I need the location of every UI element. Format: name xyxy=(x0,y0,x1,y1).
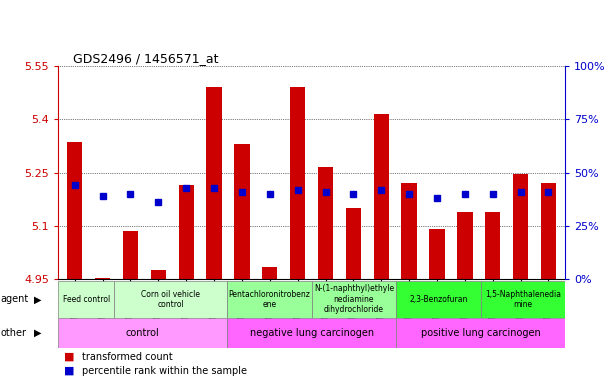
Bar xyxy=(541,183,556,279)
Text: Corn oil vehicle
control: Corn oil vehicle control xyxy=(141,290,200,309)
Bar xyxy=(401,183,417,279)
Bar xyxy=(318,167,333,279)
Text: positive lung carcinogen: positive lung carcinogen xyxy=(421,328,541,338)
Bar xyxy=(513,174,529,279)
Bar xyxy=(396,281,481,318)
Bar xyxy=(58,318,227,348)
Bar xyxy=(262,267,277,279)
Text: transformed count: transformed count xyxy=(82,352,174,362)
Bar xyxy=(312,281,396,318)
Bar xyxy=(227,281,312,318)
Bar xyxy=(485,212,500,279)
Bar xyxy=(396,318,565,348)
Bar xyxy=(234,144,250,279)
Text: 1,5-Naphthalenedia
mine: 1,5-Naphthalenedia mine xyxy=(485,290,561,309)
Text: percentile rank within the sample: percentile rank within the sample xyxy=(82,366,247,376)
Bar xyxy=(290,87,306,279)
Text: ▶: ▶ xyxy=(34,294,41,305)
Text: ■: ■ xyxy=(64,352,75,362)
Text: negative lung carcinogen: negative lung carcinogen xyxy=(249,328,374,338)
Text: ■: ■ xyxy=(64,366,75,376)
Bar xyxy=(227,318,396,348)
Text: ▶: ▶ xyxy=(34,328,41,338)
Text: agent: agent xyxy=(1,294,29,305)
Text: other: other xyxy=(1,328,27,338)
Text: Pentachloronitrobenz
ene: Pentachloronitrobenz ene xyxy=(229,290,310,309)
Bar xyxy=(123,231,138,279)
Text: 2,3-Benzofuran: 2,3-Benzofuran xyxy=(409,295,467,304)
Bar xyxy=(95,278,111,279)
Bar xyxy=(346,208,361,279)
Bar xyxy=(151,270,166,279)
Bar xyxy=(457,212,472,279)
Bar xyxy=(481,281,565,318)
Bar xyxy=(430,229,445,279)
Bar xyxy=(114,281,227,318)
Text: Feed control: Feed control xyxy=(62,295,110,304)
Text: N-(1-naphthyl)ethyle
nediamine
dihydrochloride: N-(1-naphthyl)ethyle nediamine dihydroch… xyxy=(314,285,394,314)
Bar xyxy=(58,281,114,318)
Bar xyxy=(207,87,222,279)
Bar xyxy=(373,114,389,279)
Bar xyxy=(178,185,194,279)
Text: control: control xyxy=(126,328,159,338)
Text: GDS2496 / 1456571_at: GDS2496 / 1456571_at xyxy=(73,52,219,65)
Bar xyxy=(67,142,82,279)
